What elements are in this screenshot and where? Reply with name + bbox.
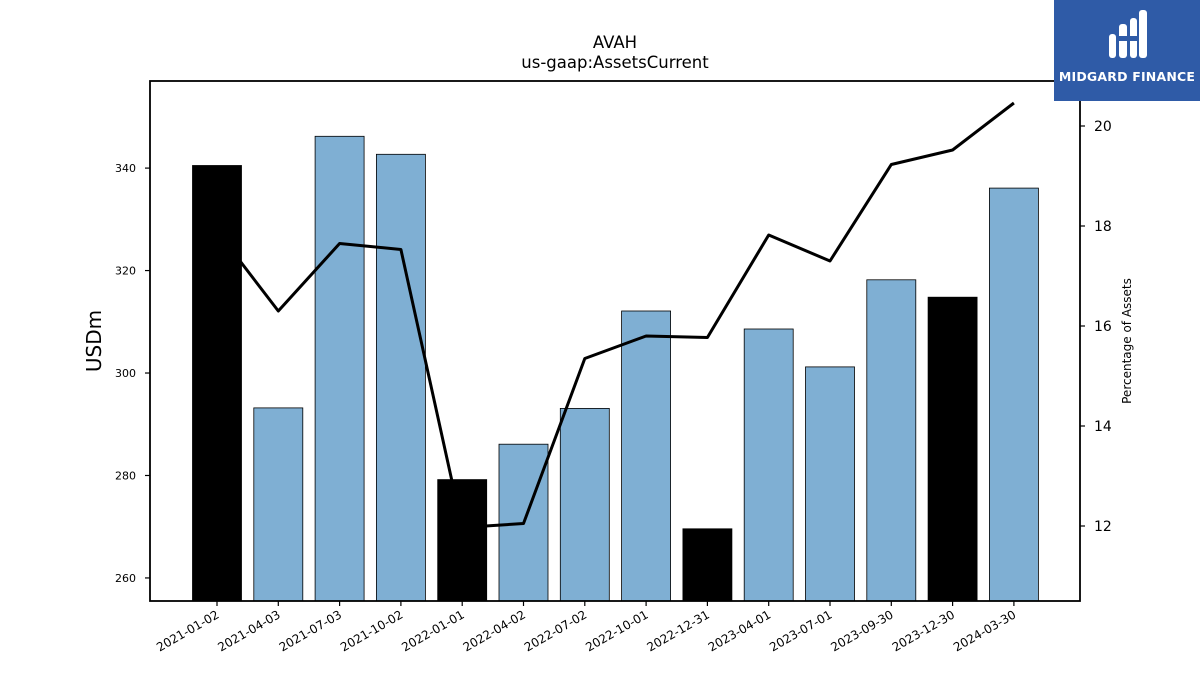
x-tick-label: 2021-10-02 [338, 607, 405, 654]
x-tick-label: 2021-07-03 [277, 607, 344, 654]
x-tick-label: 2022-04-02 [461, 607, 528, 654]
y2-axis-label: Percentage of Assets [1120, 278, 1134, 404]
bar-2022-10-01 [621, 310, 671, 602]
y2-tick-label: 16 [1094, 319, 1112, 335]
x-tick-label: 2021-01-02 [154, 607, 221, 654]
y2-tick-label: 12 [1094, 519, 1112, 535]
bar-2022-01-01 [437, 479, 488, 602]
percentage-line [215, 101, 1015, 529]
y2-tick-label: 20 [1094, 119, 1112, 135]
y2-tick-label: 18 [1094, 219, 1112, 235]
chart-title: AVAH [593, 33, 637, 52]
y-tick-label: 320 [115, 265, 136, 278]
bar-2022-12-31 [682, 528, 733, 602]
y-axis-label: USDm [82, 310, 106, 372]
bar-2023-12-30 [927, 296, 978, 602]
x-tick-label: 2024-03-30 [951, 607, 1018, 654]
y2-tick-label: 14 [1094, 419, 1112, 435]
midgard-logo-icon [1109, 10, 1147, 58]
x-tick-label: 2023-04-01 [706, 607, 773, 654]
x-tick-label: 2023-09-30 [828, 607, 895, 654]
x-tick-label: 2021-04-03 [215, 607, 282, 654]
x-tick-label: 2022-07-02 [522, 607, 589, 654]
plot-frame [149, 80, 1081, 602]
x-tick-label: 2022-01-01 [399, 607, 466, 654]
bar-2021-04-03 [253, 407, 304, 602]
midgard-finance-logo: MIDGARD FINANCE [1054, 0, 1200, 101]
x-tick-label: 2022-12-31 [644, 607, 711, 654]
x-tick-label: 2023-07-01 [767, 607, 834, 654]
y-tick-label: 260 [115, 572, 136, 585]
bar-2024-03-30 [989, 187, 1039, 602]
bar-2023-04-01 [743, 328, 794, 602]
y-tick-label: 280 [115, 469, 136, 482]
bar-2021-01-02 [192, 165, 242, 602]
bar-2023-07-01 [805, 366, 855, 602]
y-tick-label: 340 [115, 162, 136, 175]
bar-2021-07-03 [314, 135, 365, 602]
bar-2021-10-02 [375, 153, 426, 602]
x-tick-label: 2023-12-30 [890, 607, 957, 654]
bar-2022-07-02 [559, 407, 610, 602]
y-tick-label: 300 [115, 367, 136, 380]
chart-subtitle: us-gaap:AssetsCurrent [521, 53, 709, 72]
x-tick-label: 2022-10-01 [583, 607, 650, 654]
logo-text: MIDGARD FINANCE [1058, 69, 1196, 84]
bar-2023-09-30 [866, 279, 917, 602]
